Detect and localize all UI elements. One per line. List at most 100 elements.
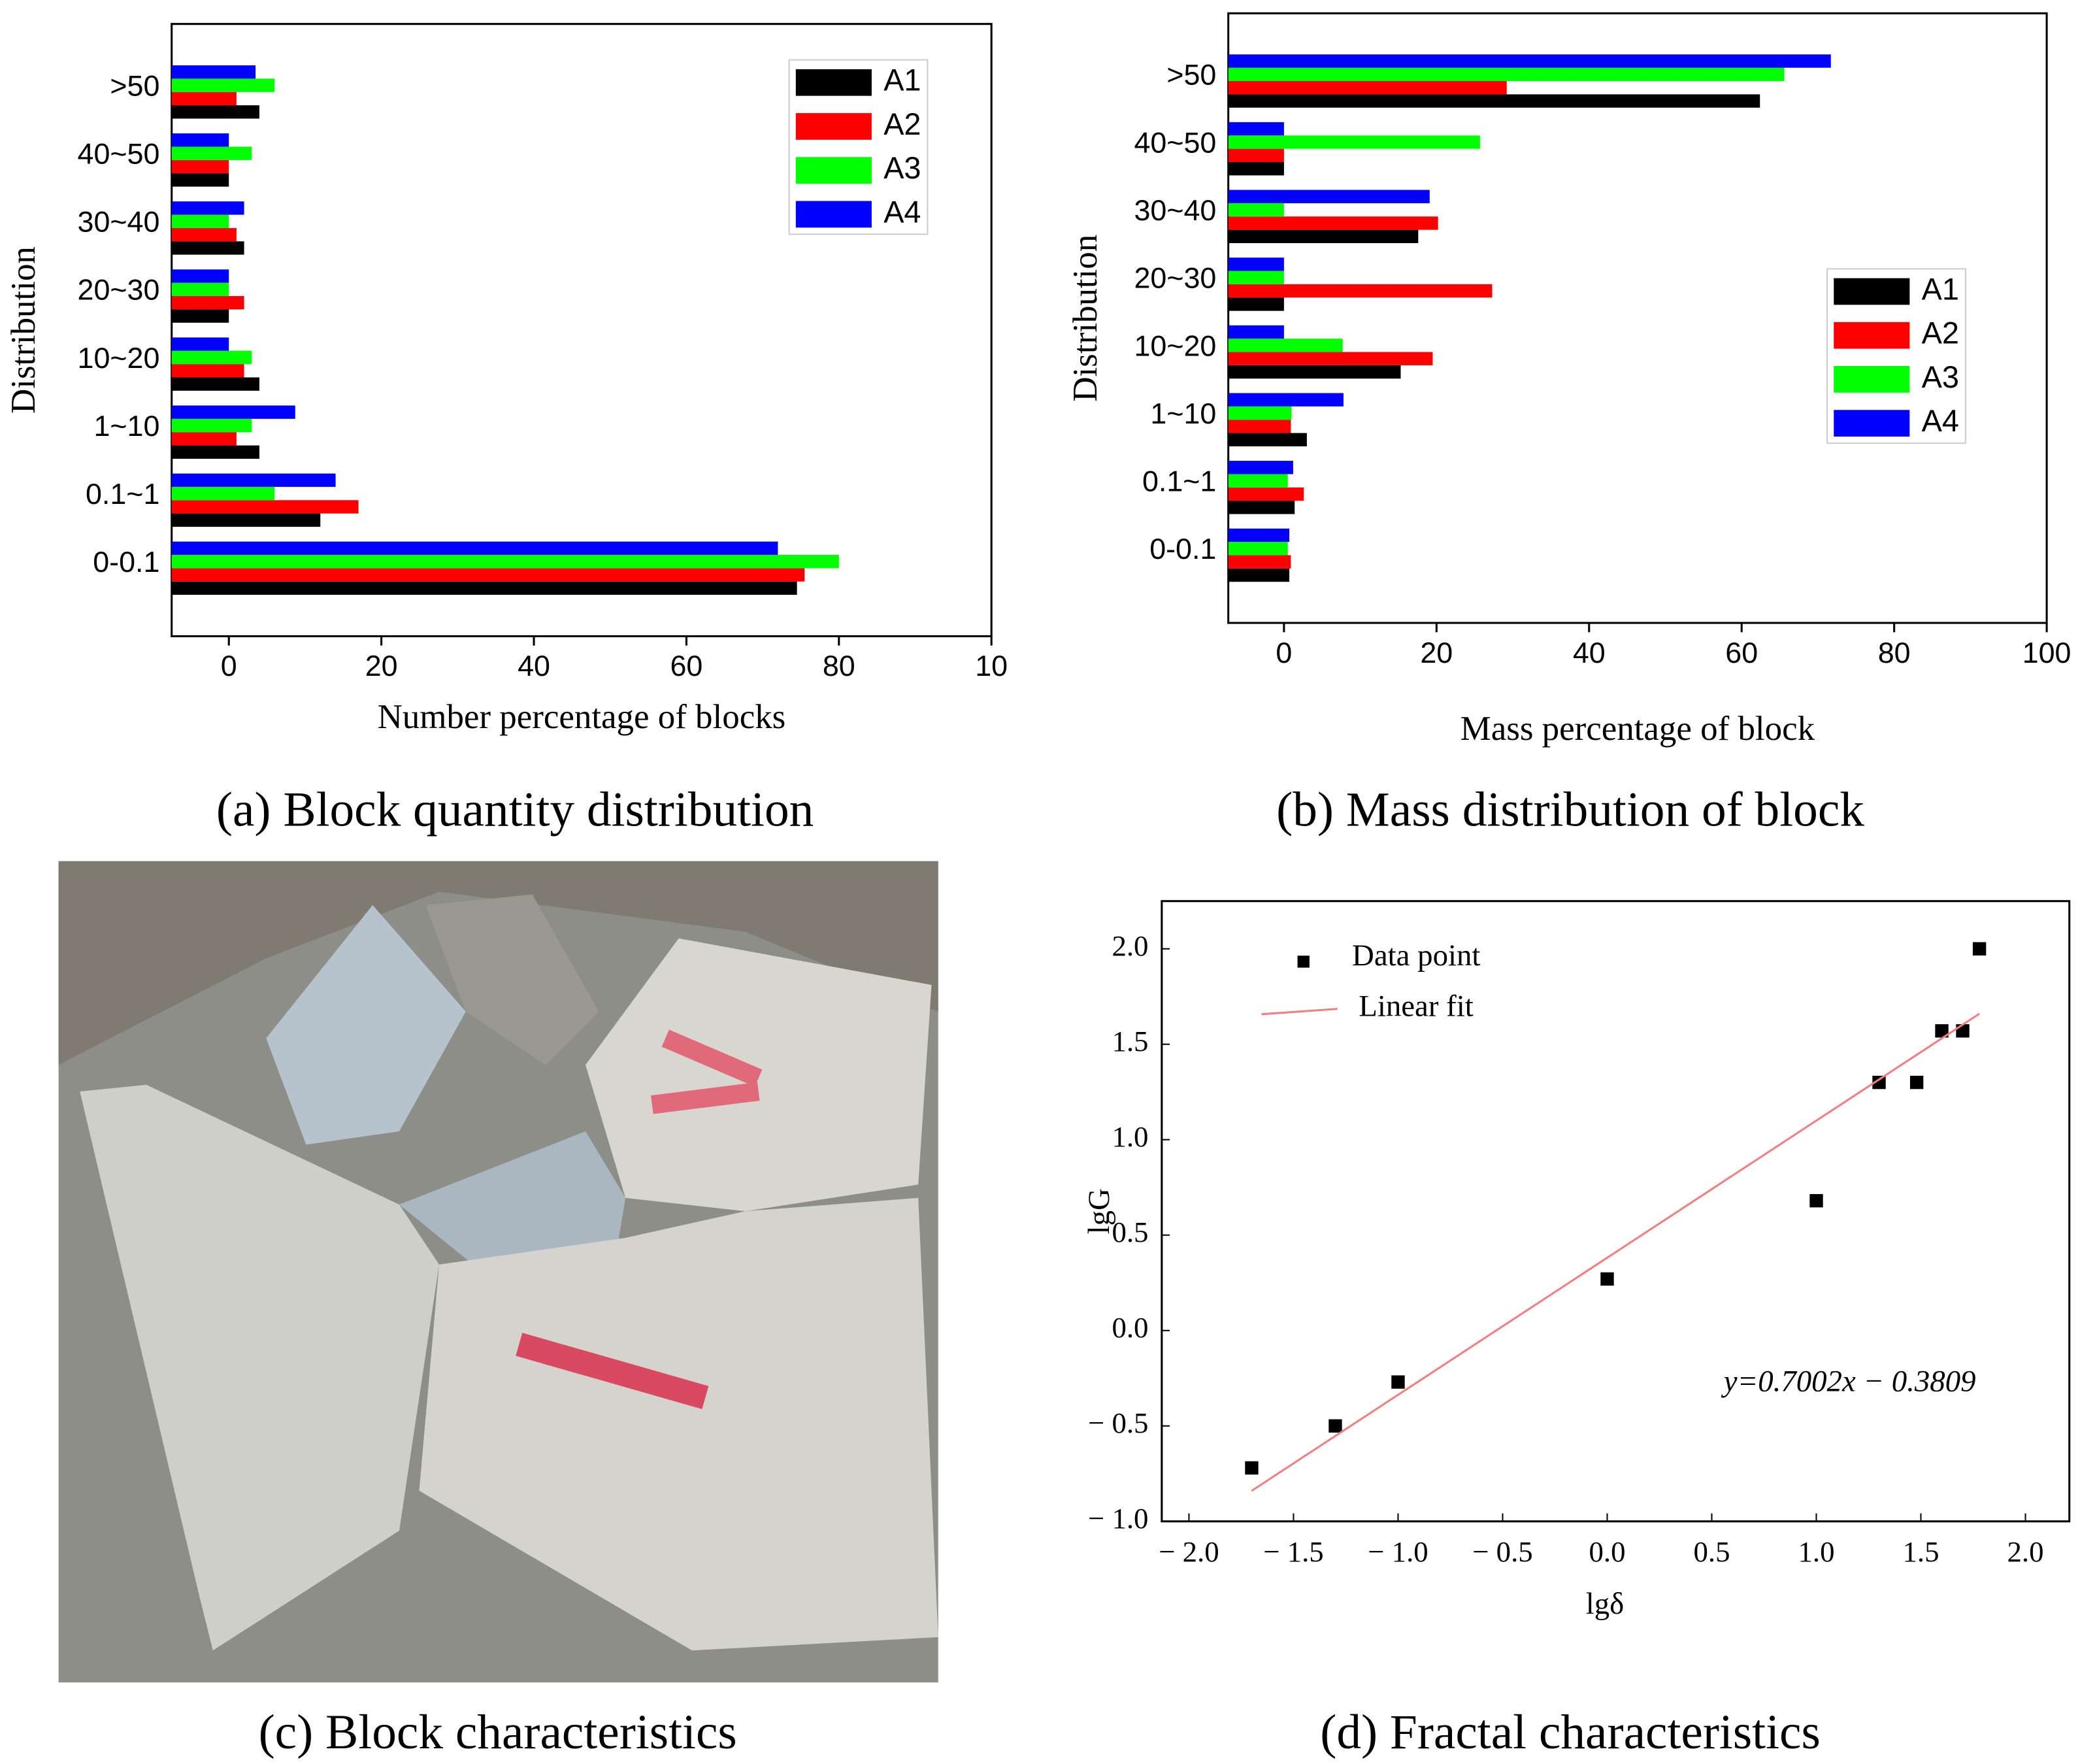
x-tick-label: 1.0 (1798, 1535, 1834, 1568)
x-tick-label: − 2.0 (1159, 1535, 1219, 1568)
bar (1228, 94, 1760, 108)
x-tick-label: 20 (1420, 637, 1453, 669)
bar (1228, 203, 1284, 217)
y-tick-label: 40~50 (1134, 126, 1217, 159)
bar (171, 500, 359, 514)
bar (1228, 258, 1284, 271)
bar (171, 173, 229, 187)
bar (171, 105, 259, 119)
y-tick-label: 0-0.1 (1149, 533, 1216, 565)
bar (171, 432, 237, 446)
bar (1228, 229, 1419, 244)
y-tick-label: 1~10 (1150, 397, 1216, 430)
bar (171, 269, 229, 283)
bar (1228, 365, 1401, 379)
y-tick-label: 0-0.1 (93, 546, 159, 578)
bar (171, 513, 321, 527)
bar (171, 159, 229, 174)
bar (1228, 393, 1344, 407)
bar (171, 241, 244, 255)
y-tick-label: 10~20 (1134, 329, 1217, 362)
data-point (1909, 1075, 1924, 1090)
bar (171, 227, 237, 242)
bar (171, 377, 259, 391)
bar (1228, 271, 1284, 284)
y-tick-label: 1~10 (93, 410, 159, 442)
bar (171, 418, 252, 433)
x-tick-label: − 0.5 (1472, 1535, 1532, 1568)
x-tick-label: 60 (1725, 637, 1758, 669)
y-tick-label: 40~50 (78, 138, 160, 171)
data-point (1329, 1419, 1342, 1433)
data-point (1391, 1375, 1405, 1389)
bar (171, 405, 295, 419)
bar (171, 473, 336, 487)
bar (171, 296, 244, 310)
bar (171, 350, 252, 365)
legend-swatch (1834, 278, 1910, 305)
bar (171, 337, 229, 351)
data-point (1245, 1461, 1259, 1475)
plot-frame (1161, 900, 2071, 1523)
bar (1228, 216, 1438, 230)
x-tick-label: 100 (2022, 637, 2072, 669)
x-axis-label: Number percentage of blocks (378, 698, 786, 736)
legend-label: A4 (883, 195, 921, 229)
bar (171, 133, 229, 147)
y-tick-label: 0.5 (1112, 1216, 1148, 1248)
x-tick-label: 0 (221, 650, 237, 682)
legend-label: Data point (1352, 939, 1480, 973)
legend-label: A3 (883, 151, 921, 185)
y-tick-label: >50 (1166, 59, 1216, 92)
bar (171, 282, 229, 297)
bar (171, 568, 805, 582)
legend-swatch (1834, 366, 1910, 393)
bar (1228, 67, 1785, 82)
bar (171, 309, 229, 323)
legend-label: A2 (883, 107, 921, 141)
plot-frame (171, 23, 993, 637)
x-tick-label: 40 (518, 650, 550, 682)
bar (171, 445, 259, 459)
y-tick-label: 30~40 (78, 206, 160, 239)
bar (1228, 474, 1288, 488)
bar (1228, 297, 1284, 311)
y-tick-label: 1.5 (1112, 1025, 1148, 1057)
data-point (1600, 1272, 1614, 1286)
y-tick-label: 30~40 (1134, 194, 1217, 227)
y-axis-label: Distribution (1066, 235, 1104, 402)
bar (171, 541, 778, 556)
bar (1228, 461, 1293, 474)
caption: (c) Block characteristics (259, 1705, 737, 1759)
legend-label: A4 (1922, 404, 1959, 438)
bar (1228, 528, 1290, 542)
y-tick-label: − 0.5 (1088, 1406, 1148, 1439)
y-tick-label: 1.0 (1112, 1120, 1148, 1153)
fit-line (1251, 1012, 1980, 1492)
data-point (1809, 1193, 1823, 1208)
y-tick-label: 10~20 (78, 342, 160, 374)
bar (171, 78, 275, 92)
bar (171, 214, 229, 228)
bar (1228, 406, 1292, 420)
bar (1228, 190, 1430, 203)
y-tick-label: 0.0 (1112, 1311, 1148, 1344)
bar (1228, 542, 1288, 556)
bar (1228, 555, 1291, 569)
x-tick-label: 0 (1276, 637, 1292, 669)
y-tick-label: − 1.0 (1088, 1502, 1148, 1535)
x-tick-label: 80 (1878, 637, 1911, 669)
x-axis-label: Mass percentage of block (1461, 710, 1815, 748)
chart: 0 20 40 60 80 100 0-0.1 0.1~1 1~10 10~20 20~30 30~4… (1066, 12, 2072, 837)
bar (1228, 54, 1831, 68)
bar (1228, 568, 1290, 582)
x-tick-label: 0.0 (1589, 1535, 1625, 1568)
x-tick-label: 20 (365, 650, 398, 682)
legend-label: A2 (1922, 316, 1959, 350)
bar (1228, 420, 1291, 433)
photo: (c) Block characteristics (58, 861, 938, 1759)
plot-frame (1227, 12, 2048, 624)
caption: (d) Fractal characteristics (1320, 1705, 1821, 1759)
bar (171, 364, 244, 378)
bar (1228, 339, 1343, 352)
